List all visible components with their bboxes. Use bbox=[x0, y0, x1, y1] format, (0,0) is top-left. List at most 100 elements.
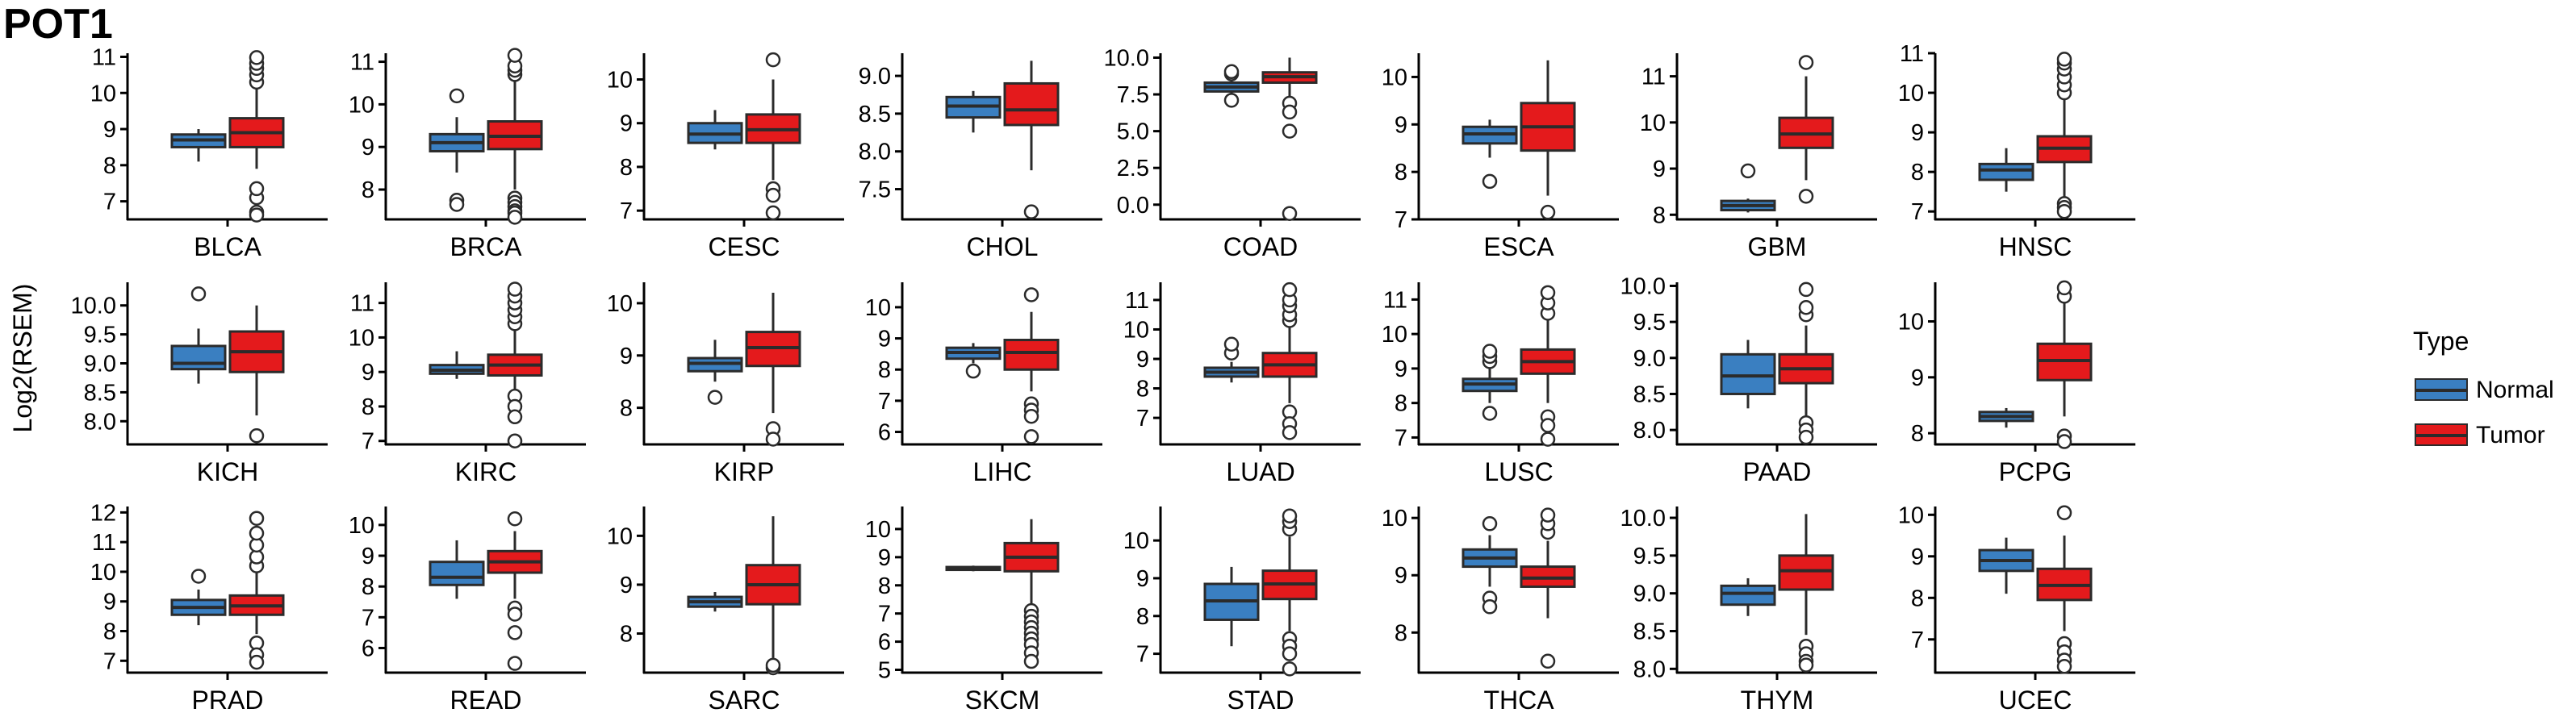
outlier-point bbox=[449, 88, 465, 104]
y-tick-label: 10.0 bbox=[1620, 273, 1666, 299]
panel-label-paad: PAAD bbox=[1743, 457, 1812, 486]
panel-coad: 0.0 2.5 5.0 7.5 10.0 COAD bbox=[1104, 45, 1361, 261]
luad-normal-box bbox=[1203, 336, 1260, 383]
y-tick-label: 9 bbox=[1395, 112, 1407, 138]
outlier-point bbox=[1023, 204, 1039, 219]
y-tick-label: 10 bbox=[607, 523, 633, 549]
outlier-point bbox=[1282, 646, 1298, 661]
blca-normal-box bbox=[170, 129, 227, 162]
panel-label-prad: PRAD bbox=[192, 686, 264, 715]
outlier-point bbox=[1740, 163, 1756, 179]
pcpg-normal-box bbox=[1978, 407, 2034, 428]
y-tick-label: 8 bbox=[1136, 377, 1149, 402]
y-tick-label: 8 bbox=[1395, 160, 1407, 186]
panel-label-stad: STAD bbox=[1227, 686, 1294, 715]
y-tick-label: 8.0 bbox=[1633, 657, 1666, 682]
y-tick-label: 11 bbox=[350, 291, 374, 317]
y-tick-label: 9.5 bbox=[1633, 310, 1666, 336]
outlier-point bbox=[1223, 336, 1240, 352]
outlier-point bbox=[1798, 189, 1814, 204]
y-tick-label: 7 bbox=[1395, 207, 1407, 233]
outlier-point bbox=[1023, 429, 1039, 444]
panel-lusc: 7 8 9 10 11 LUSC bbox=[1382, 282, 1619, 486]
panel-lihc: 6 7 8 9 10 LIHC bbox=[865, 282, 1102, 486]
panel-stad: 7 8 9 10 STAD bbox=[1123, 506, 1361, 715]
outlier-point bbox=[507, 607, 523, 622]
outlier-point bbox=[249, 654, 265, 670]
y-tick-label: 10 bbox=[607, 68, 633, 94]
outlier-point bbox=[190, 286, 207, 302]
y-tick-label: 7 bbox=[1136, 642, 1149, 668]
pcpg-tumor-box bbox=[2036, 280, 2093, 449]
panel-kirc: 7 8 9 10 11 KIRC bbox=[349, 281, 586, 486]
y-tick-label: 7 bbox=[878, 602, 891, 627]
luad-tumor-box bbox=[1261, 281, 1318, 440]
outlier-point bbox=[1540, 507, 1556, 523]
thym-tumor-box bbox=[1778, 514, 1834, 673]
outlier-point bbox=[707, 390, 723, 405]
outlier-point bbox=[765, 52, 781, 68]
outlier-point bbox=[2056, 203, 2072, 219]
figure-title: POT1 bbox=[3, 1, 113, 48]
outlier-point bbox=[1798, 55, 1814, 70]
panel-prad: 7 8 9 10 11 12 PRAD bbox=[90, 500, 328, 715]
iqr-box bbox=[1720, 352, 1776, 395]
y-tick-label: 7 bbox=[103, 190, 116, 215]
outlier-point bbox=[249, 525, 265, 541]
y-tick-label: 9 bbox=[362, 360, 374, 386]
outlier-point bbox=[1798, 281, 1814, 298]
y-tick-label: 9 bbox=[1136, 347, 1149, 373]
panel-label-sarc: SARC bbox=[709, 686, 780, 715]
legend-label-normal: Normal bbox=[2476, 377, 2554, 403]
panel-hnsc: 7 8 9 10 11 HNSC bbox=[1898, 41, 2135, 261]
thym-normal-box bbox=[1720, 577, 1776, 616]
iqr-box bbox=[1003, 339, 1060, 371]
kirp-normal-box bbox=[687, 340, 743, 405]
outlier-point bbox=[765, 205, 781, 221]
prad-normal-box bbox=[170, 569, 227, 626]
panel-label-kirc: KIRC bbox=[455, 457, 516, 486]
panel-label-thca: THCA bbox=[1483, 686, 1554, 715]
outlier-point bbox=[507, 210, 523, 225]
paad-tumor-box bbox=[1778, 281, 1834, 445]
y-tick-label: 8 bbox=[1911, 160, 1924, 186]
hnsc-tumor-box bbox=[2036, 52, 2093, 219]
y-tick-label: 8.5 bbox=[859, 102, 891, 127]
outlier-point bbox=[507, 433, 523, 448]
panel-label-cesc: CESC bbox=[709, 232, 780, 261]
panel-label-coad: COAD bbox=[1223, 232, 1298, 261]
panel-chol: 7.5 8.0 8.5 9.0 CHOL bbox=[859, 53, 1102, 261]
panel-label-thym: THYM bbox=[1741, 686, 1814, 715]
outlier-point bbox=[249, 181, 265, 197]
panel-thym: 8.0 8.5 9.0 9.5 10.0 THYM bbox=[1620, 506, 1877, 715]
panel-label-hnsc: HNSC bbox=[1999, 232, 2072, 261]
outlier-point bbox=[507, 656, 523, 671]
outlier-point bbox=[1540, 204, 1556, 220]
y-tick-label: 9 bbox=[103, 590, 116, 615]
lihc-normal-box bbox=[945, 343, 1002, 379]
y-tick-label: 9 bbox=[1911, 544, 1924, 570]
esca-normal-box bbox=[1462, 119, 1518, 190]
lihc-tumor-box bbox=[1003, 287, 1060, 444]
lusc-normal-box bbox=[1462, 344, 1518, 421]
panel-luad: 7 8 9 10 11 LUAD bbox=[1123, 281, 1361, 486]
read-normal-box bbox=[429, 540, 485, 599]
outlier-point bbox=[1282, 123, 1298, 139]
y-tick-label: 10.0 bbox=[71, 294, 116, 319]
outlier-point bbox=[1282, 661, 1298, 677]
panel-label-esca: ESCA bbox=[1483, 232, 1554, 261]
iqr-box bbox=[429, 561, 485, 586]
y-tick-label: 8 bbox=[103, 619, 116, 645]
y-tick-label: 8.5 bbox=[84, 380, 116, 406]
y-tick-label: 8.5 bbox=[1633, 619, 1666, 645]
y-tick-label: 8 bbox=[1136, 604, 1149, 630]
panel-paad: 8.0 8.5 9.0 9.5 10.0 PAAD bbox=[1620, 273, 1877, 486]
outlier-point bbox=[1540, 418, 1556, 433]
y-tick-label: 9 bbox=[103, 117, 116, 143]
outlier-point bbox=[1223, 64, 1240, 80]
outlier-point bbox=[2056, 52, 2072, 67]
y-tick-label: 9 bbox=[1395, 356, 1407, 382]
y-tick-label: 8 bbox=[620, 155, 633, 181]
kich-normal-box bbox=[170, 286, 227, 384]
